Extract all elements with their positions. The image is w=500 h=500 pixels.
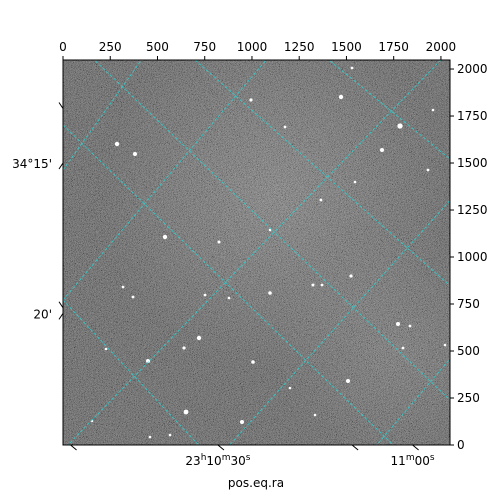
x-axis-label: pos.eq.ra (228, 476, 284, 490)
star (353, 180, 357, 184)
top-tick-label: 250 (99, 40, 122, 54)
star (349, 274, 353, 278)
top-tick-label: 0 (59, 40, 67, 54)
top-tick-label: 500 (146, 40, 169, 54)
top-tick-label: 1000 (237, 40, 268, 54)
star (346, 379, 350, 383)
right-tick-label: 1250 (457, 203, 488, 217)
star (240, 420, 244, 424)
grid-line (63, 60, 143, 171)
star (168, 433, 172, 437)
star (401, 346, 405, 350)
star (162, 234, 168, 240)
sky-image (63, 60, 450, 445)
grid-line (93, 60, 450, 401)
grid-line (67, 60, 442, 445)
top-tick-label: 2000 (426, 40, 457, 54)
star (217, 240, 221, 244)
right-tick-label: 500 (457, 344, 480, 358)
star (313, 413, 317, 417)
dec-tick-mark (58, 313, 64, 320)
star (148, 435, 152, 439)
star (114, 141, 120, 147)
top-tick-label: 750 (193, 40, 216, 54)
star (283, 125, 287, 129)
star (426, 168, 430, 172)
grid-line (194, 60, 450, 287)
star (133, 152, 137, 156)
star (408, 324, 412, 328)
top-tick-label: 1500 (331, 40, 362, 54)
ra-tick-mark (412, 444, 419, 451)
right-tick-label: 1500 (457, 156, 488, 170)
star (196, 335, 202, 341)
star (380, 148, 384, 152)
dec-minor-tick (58, 301, 64, 309)
ra-axis: 23h10m30s 11m00s (70, 444, 435, 468)
right-tick-label: 1000 (457, 250, 488, 264)
plot-frame (62, 59, 451, 446)
star (104, 347, 108, 351)
right-tick-label: 0 (457, 438, 465, 452)
grid-line (63, 60, 267, 301)
ra-minor-tick (70, 444, 77, 451)
top-tick-label: 1750 (378, 40, 409, 54)
right-pixel-axis: 0 250 500 750 1000 1250 1500 1750 2000 (450, 62, 488, 452)
grid-line (328, 60, 450, 160)
ra-tick-label: 23h10m30s (185, 453, 250, 468)
ra-tick-mark (217, 444, 225, 451)
star (121, 285, 125, 289)
star (443, 343, 447, 347)
dec-tick-mark (58, 162, 64, 170)
top-pixel-axis: 0 250 500 750 1000 1250 1500 1750 2000 (59, 40, 456, 60)
dec-axis: 34°15' 20' (12, 102, 64, 321)
star (320, 283, 324, 287)
grid-line (376, 358, 450, 445)
star (350, 66, 354, 70)
dec-minor-tick (58, 102, 64, 109)
star (431, 108, 435, 112)
ra-minor-tick (351, 444, 359, 451)
star (338, 94, 344, 100)
ra-tick-label: 11m00s (391, 453, 435, 468)
star (319, 198, 323, 202)
dec-tick-label: 34°15' (12, 157, 52, 171)
star (311, 283, 315, 287)
right-tick-label: 750 (457, 297, 480, 311)
dec-tick-label: 20' (33, 307, 52, 321)
right-tick-label: 1750 (457, 109, 488, 123)
star (288, 386, 292, 390)
star (182, 346, 186, 350)
right-tick-label: 2000 (457, 62, 488, 76)
star (227, 296, 231, 300)
star (146, 359, 150, 363)
right-tick-label: 250 (457, 391, 480, 405)
star (397, 123, 403, 129)
star (203, 293, 207, 297)
star (268, 291, 272, 295)
coordinate-grid (63, 60, 450, 445)
star (251, 360, 255, 364)
star (396, 322, 400, 326)
grid-line (63, 299, 200, 445)
star (268, 228, 272, 232)
star (183, 409, 189, 415)
star (131, 295, 135, 299)
top-tick-label: 1250 (284, 40, 315, 54)
star (249, 98, 253, 102)
